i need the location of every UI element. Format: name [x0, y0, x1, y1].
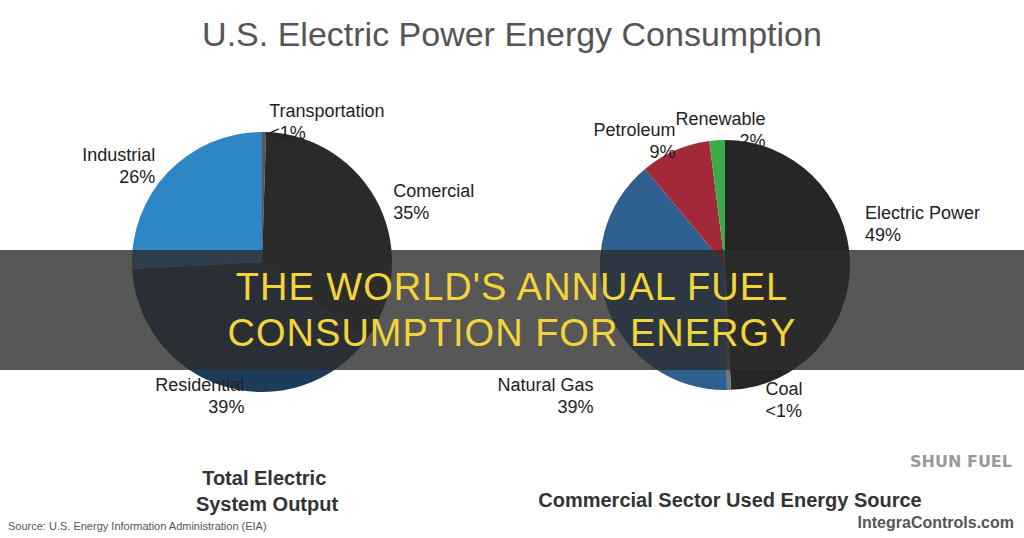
svg-text:39%: 39%: [208, 397, 244, 417]
svg-text:Residential: Residential: [155, 375, 244, 395]
svg-text:System Output: System Output: [196, 493, 339, 515]
svg-text:Total Electric: Total Electric: [202, 467, 332, 489]
svg-text:Renewable: Renewable: [675, 109, 765, 129]
svg-text:U.S. Electric Power Energy Con: U.S. Electric Power Energy Consumption: [202, 15, 822, 53]
svg-text:Petroleum: Petroleum: [593, 120, 675, 140]
svg-text:Natural Gas: Natural Gas: [497, 375, 593, 395]
svg-text:39%: 39%: [557, 397, 593, 417]
html-text:SHUN FUEL: SHUN FUEL: [910, 452, 1012, 471]
svg-text:Commercial Sector Used Energy: Commercial Sector Used Energy Source: [538, 489, 921, 511]
html-text:THE WORLD'S ANNUAL FUEL CONSUM: THE WORLD'S ANNUAL FUEL CONSUMPTION FOR …: [227, 266, 797, 354]
svg-text:Industrial: Industrial: [82, 145, 155, 165]
svg-text:<1%: <1%: [269, 123, 306, 143]
svg-text:Coal: Coal: [766, 379, 803, 399]
html-text:Source: U.S. Energy Informatio: Source: U.S. Energy Information Administ…: [8, 520, 267, 532]
svg-text:49%: 49%: [865, 225, 901, 245]
svg-text:26%: 26%: [119, 167, 155, 187]
svg-text:<1%: <1%: [766, 401, 803, 421]
html-text:IntegraControls.com: IntegraControls.com: [857, 514, 1014, 531]
svg-text:Comercial: Comercial: [393, 181, 474, 201]
svg-text:9%: 9%: [649, 142, 675, 162]
svg-text:2%: 2%: [740, 131, 766, 151]
svg-text:Electric Power: Electric Power: [865, 203, 980, 223]
svg-text:Transportation: Transportation: [269, 101, 384, 121]
svg-text:35%: 35%: [393, 203, 429, 223]
